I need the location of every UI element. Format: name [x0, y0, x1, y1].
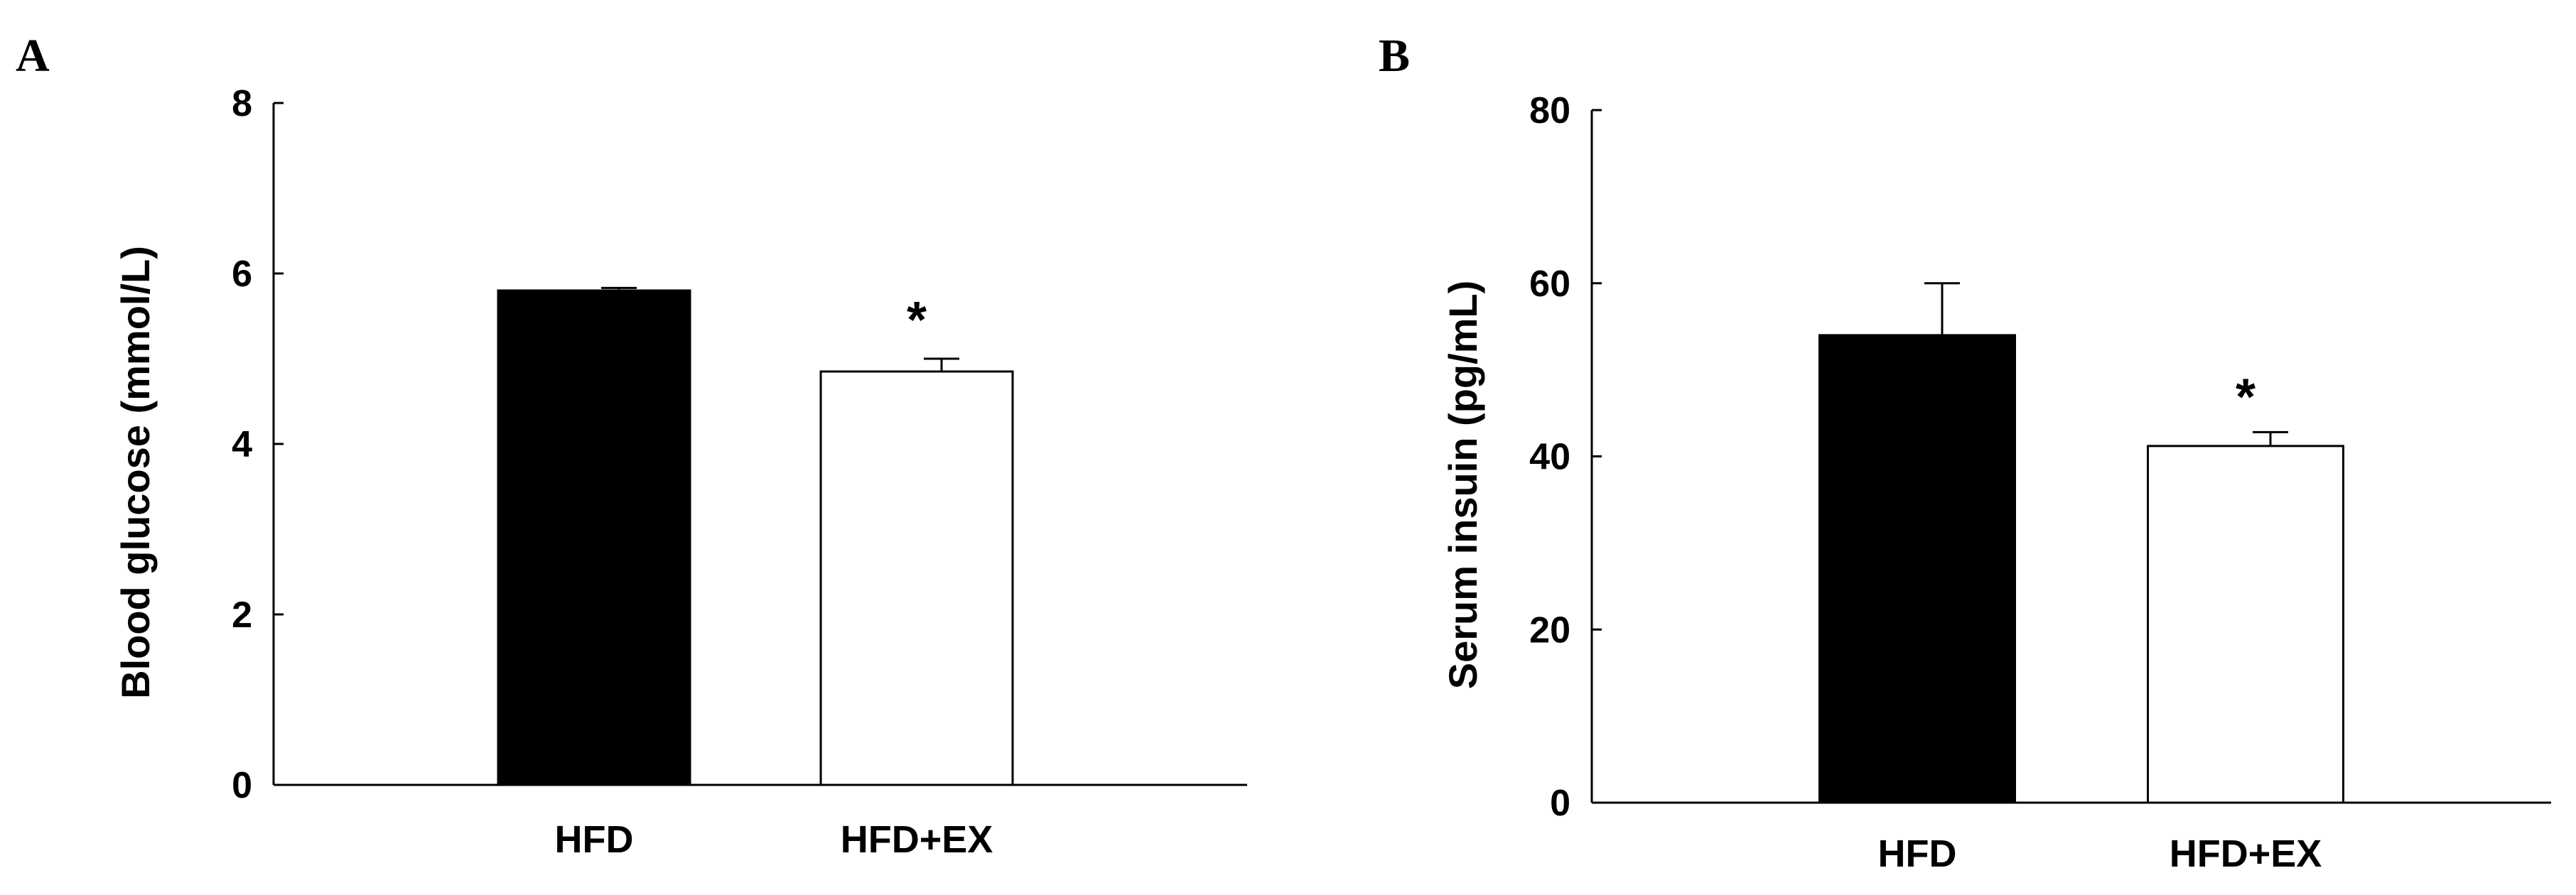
panel-letter: A [16, 30, 50, 82]
y-tick-label: 0 [1550, 783, 1570, 824]
chart-panel-a: A 0 2 4 6 8 Blood glucose (mmol/L) HFD * HFD+EX [16, 30, 1247, 861]
x-category-label: HFD+EX [841, 818, 993, 861]
y-tick-label: 80 [1529, 90, 1570, 131]
significance-marker: * [907, 292, 927, 349]
y-tick-label: 6 [232, 254, 252, 295]
y-tick-label: 8 [232, 83, 252, 124]
bar-hfd [497, 289, 691, 786]
y-tick-label: 20 [1529, 609, 1570, 651]
bar-hfd-ex [819, 370, 1014, 786]
y-tick-label: 4 [232, 424, 252, 465]
bar-hfd-ex [2147, 445, 2344, 804]
y-axis-title: Blood glucose (mmol/L) [113, 246, 158, 699]
significance-marker: * [2236, 369, 2256, 425]
y-tick-label: 2 [232, 595, 252, 636]
x-category-label: HFD+EX [2170, 832, 2322, 875]
y-tick-label: 40 [1529, 437, 1570, 478]
x-category-label: HFD [555, 818, 634, 861]
y-tick-label: 60 [1529, 264, 1570, 305]
bar-hfd [1818, 334, 2016, 804]
panel-letter: B [1379, 30, 1410, 82]
chart-panel-b: B 0 20 40 60 80 Serum insuin (pg/mL) HFD * HFD+EX [1379, 30, 2551, 875]
y-axis-title: Serum insuin (pg/mL) [1440, 281, 1485, 690]
y-tick-label: 0 [232, 765, 252, 806]
x-category-label: HFD [1878, 832, 1957, 875]
